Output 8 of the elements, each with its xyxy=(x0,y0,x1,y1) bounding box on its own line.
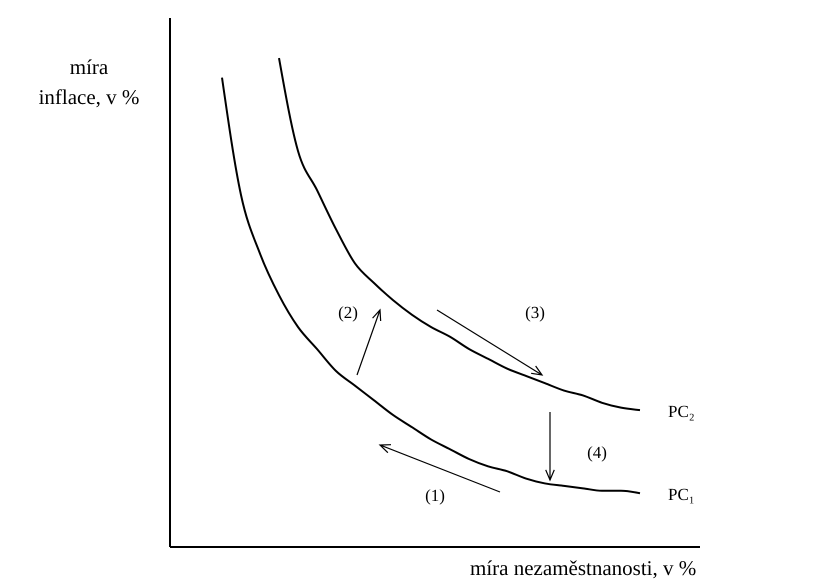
annotation: (3) xyxy=(525,303,545,322)
x-axis-title: míra nezaměstnanosti, v % xyxy=(470,556,696,581)
series-label: PC₂ xyxy=(668,402,695,422)
series-label: PC₁ xyxy=(668,485,695,504)
y-axis-title: míra inflace, v % xyxy=(38,54,140,111)
annotation: (1) xyxy=(425,486,445,505)
annotation: (2) xyxy=(338,303,358,322)
annotation: (4) xyxy=(587,443,607,462)
